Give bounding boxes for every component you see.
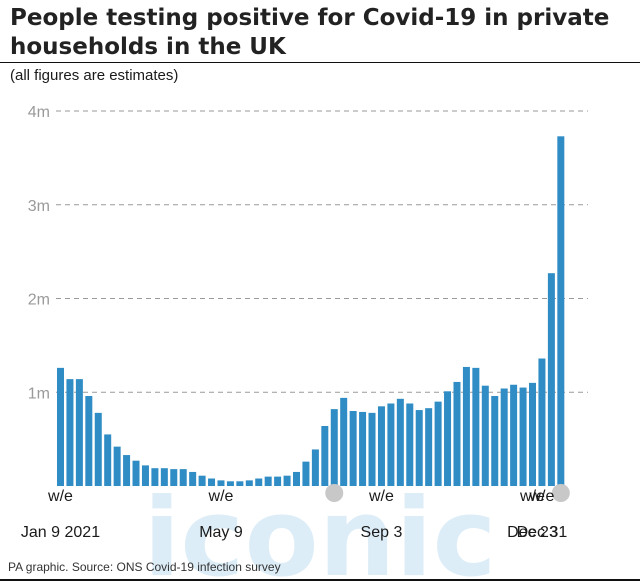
bar (57, 367, 64, 486)
bar (453, 381, 461, 486)
period-marker (551, 484, 570, 502)
bar (377, 406, 385, 486)
bar (141, 465, 149, 486)
bar (293, 471, 300, 486)
x-tick-label: w/e (519, 488, 545, 505)
bar (359, 411, 367, 486)
bar (330, 409, 338, 486)
title-divider (0, 62, 640, 63)
bar (255, 478, 263, 486)
bar (160, 468, 168, 486)
bar (104, 434, 112, 486)
watermark-logo: iconic (143, 476, 496, 581)
bar (387, 403, 395, 486)
x-tick-label: Jan 9 2021 (21, 524, 100, 541)
bar (491, 396, 499, 486)
bar (368, 412, 376, 486)
x-tick-label: w/e (528, 488, 554, 505)
y-tick-label: 2m (28, 292, 50, 309)
bar (349, 411, 357, 486)
bar (132, 460, 140, 486)
bar (462, 366, 470, 486)
bar (217, 480, 225, 486)
bar (472, 367, 480, 486)
bar (179, 469, 187, 486)
bar (444, 391, 452, 486)
x-tick-label: w/e (368, 488, 394, 505)
x-tick-label: Dec 31 (517, 524, 568, 541)
chart-subtitle: (all figures are estimates) (10, 67, 179, 84)
bar (500, 388, 508, 486)
bar (151, 468, 159, 486)
gridlines: 1m 2m 3m 4m (28, 104, 588, 402)
y-tick-label: 3m (28, 198, 50, 215)
bar (434, 401, 442, 486)
bar (340, 397, 348, 486)
bar (538, 358, 546, 486)
bar (274, 476, 282, 486)
bar (519, 387, 527, 486)
x-tick-label: May 9 (199, 524, 243, 541)
bar (302, 461, 310, 486)
period-markers (325, 484, 570, 502)
bottom-border (0, 579, 640, 581)
bar (321, 426, 329, 486)
period-marker (325, 484, 344, 502)
bar (425, 408, 433, 486)
bar (547, 273, 555, 486)
bar (189, 471, 197, 486)
x-tick-label: Dec 23 (507, 524, 558, 541)
bar (94, 412, 102, 486)
bar (66, 379, 74, 486)
watermark-text: iconic (143, 476, 496, 581)
bar (481, 385, 489, 486)
bar (75, 379, 83, 486)
y-tick-label: 1m (28, 385, 50, 402)
bar (283, 475, 291, 486)
bar (311, 449, 319, 486)
bar (226, 481, 234, 486)
x-axis-labels: w/e Jan 9 2021 w/e May 9 w/e Sep 3 w/e Dec 23 w/… (21, 488, 567, 541)
x-tick-label: w/e (208, 488, 234, 505)
source-note: PA graphic. Source: ONS Covid-19 infecti… (8, 560, 281, 574)
bar (557, 136, 565, 486)
bar (264, 476, 272, 486)
bar (406, 403, 414, 486)
y-tick-label: 4m (28, 104, 50, 121)
bar (245, 480, 253, 486)
bar (113, 446, 121, 486)
bar (170, 469, 178, 486)
bar (396, 398, 404, 486)
x-tick-label: w/e (47, 488, 73, 505)
bar (198, 475, 206, 486)
bar (85, 396, 93, 486)
bar (415, 410, 423, 486)
bar (510, 384, 518, 486)
x-tick-label: Sep 3 (361, 524, 403, 541)
bars (57, 136, 565, 486)
bar (529, 382, 536, 486)
bar (208, 478, 216, 486)
bar (236, 481, 244, 486)
bar (123, 455, 131, 486)
chart-title: People testing positive for Covid-19 in … (10, 5, 610, 60)
